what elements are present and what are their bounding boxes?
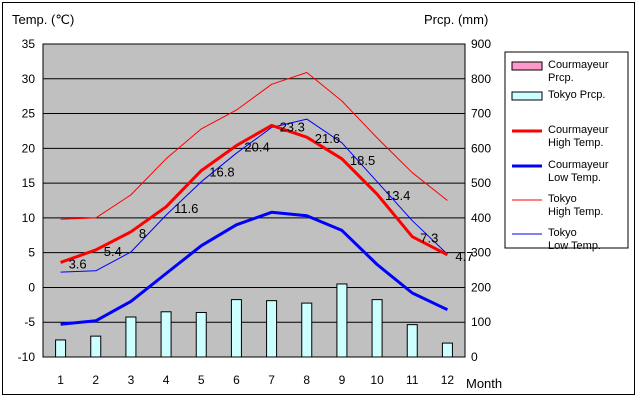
right-tick-label: 0 [471, 350, 478, 364]
legend-swatch-cour_prcp [511, 61, 543, 71]
data-label-cour-high: 8 [139, 226, 146, 241]
x-tick-label: 10 [370, 373, 384, 387]
data-label-cour-high: 13.4 [385, 188, 410, 203]
legend-label-cour_prcp: Courmayeur Prcp. [548, 59, 609, 84]
x-tick-label: 4 [163, 373, 170, 387]
data-label-cour-high: 21.6 [315, 131, 340, 146]
data-label-cour-high: 3.6 [69, 256, 87, 271]
line-tokyo_high [60, 72, 448, 220]
bar-tokyo_prcp [195, 311, 207, 358]
data-label-cour-high: 23.3 [280, 119, 305, 134]
data-label-cour-high: 7.3 [420, 231, 438, 246]
x-tick-label: 6 [233, 373, 240, 387]
data-label-cour-high: 18.5 [350, 153, 375, 168]
bar-tokyo_prcp [266, 300, 278, 358]
bar-tokyo_prcp [125, 316, 137, 358]
right-tick-label: 900 [471, 37, 491, 51]
x-tick-label: 11 [406, 373, 419, 387]
data-label-cour-high: 11.6 [174, 201, 198, 216]
data-label-cour-high: 20.4 [244, 140, 269, 155]
legend-label-tokyo_low: Tokyo Low Temp. [548, 227, 601, 252]
bar-tokyo_prcp [55, 339, 67, 358]
left-tick-label: -10 [18, 350, 36, 364]
legend: Courmayeur Prcp. Tokyo Prcp. Courmayeur High… [504, 51, 629, 252]
legend-label-cour_high: Courmayeur High Temp. [548, 124, 609, 149]
x-tick-label: 5 [198, 373, 205, 387]
legend-label-cour_low: Courmayeur Low Temp. [548, 159, 609, 184]
x-tick-label: 3 [128, 373, 135, 387]
bar-tokyo_prcp [160, 311, 172, 358]
axes: 35302520151050-5-10900800700600500400300… [18, 37, 492, 387]
x-tick-label: 12 [441, 373, 455, 387]
line-cour_high [60, 123, 449, 264]
line-tokyo_low [60, 118, 448, 273]
left-tick-label: 15 [22, 176, 36, 190]
right-axis-label: Prcp. (mm) [424, 12, 488, 27]
right-tick-label: 100 [471, 315, 491, 329]
x-tick-label: 7 [268, 373, 275, 387]
line-cour_low [60, 210, 449, 326]
bar-tokyo_prcp [406, 324, 418, 358]
bar-tokyo_prcp [441, 342, 453, 358]
left-tick-label: 35 [22, 37, 36, 51]
left-axis-label: Temp. (℃) [12, 12, 74, 27]
data-label-cour-high: 16.8 [209, 165, 234, 180]
data-label-cour-high: 5.4 [104, 244, 122, 259]
bar-tokyo_prcp [371, 299, 383, 358]
left-tick-label: 30 [22, 72, 36, 86]
right-tick-label: 200 [471, 280, 491, 294]
right-tick-label: 500 [471, 176, 491, 190]
bar-tokyo_prcp [336, 283, 348, 358]
left-tick-label: -5 [24, 315, 35, 329]
legend-label-tokyo_prcp: Tokyo Prcp. [548, 89, 605, 101]
temperature-lines [60, 72, 449, 326]
bar-tokyo_prcp [90, 335, 102, 358]
x-tick-label: 8 [303, 373, 310, 387]
right-tick-label: 700 [471, 107, 491, 121]
left-tick-label: 10 [22, 211, 36, 225]
bar-tokyo_prcp [230, 299, 242, 358]
left-tick-label: 5 [28, 246, 35, 260]
left-tick-label: 25 [22, 107, 36, 121]
right-tick-label: 400 [471, 211, 491, 225]
right-tick-label: 300 [471, 246, 491, 260]
data-labels: 3.6 5.4 8 11.6 16.8 20.4 23.3 21.6 18.5 13.4 7.3 4.… [69, 119, 474, 271]
right-tick-label: 800 [471, 72, 491, 86]
left-tick-label: 0 [28, 280, 35, 294]
x-tick-label: 9 [339, 373, 346, 387]
x-tick-label: 1 [57, 373, 64, 387]
x-axis-label: Month [466, 376, 502, 391]
left-tick-label: 20 [22, 141, 36, 155]
legend-label-tokyo_high: Tokyo High Temp. [548, 193, 603, 218]
right-tick-label: 600 [471, 141, 491, 155]
bar-tokyo_prcp [301, 302, 313, 358]
data-label-cour-high: 4.7 [455, 249, 473, 264]
legend-swatch-tokyo_prcp [511, 91, 543, 101]
precipitation-bars [55, 283, 453, 358]
legend-box [504, 51, 629, 249]
x-tick-label: 2 [92, 373, 99, 387]
